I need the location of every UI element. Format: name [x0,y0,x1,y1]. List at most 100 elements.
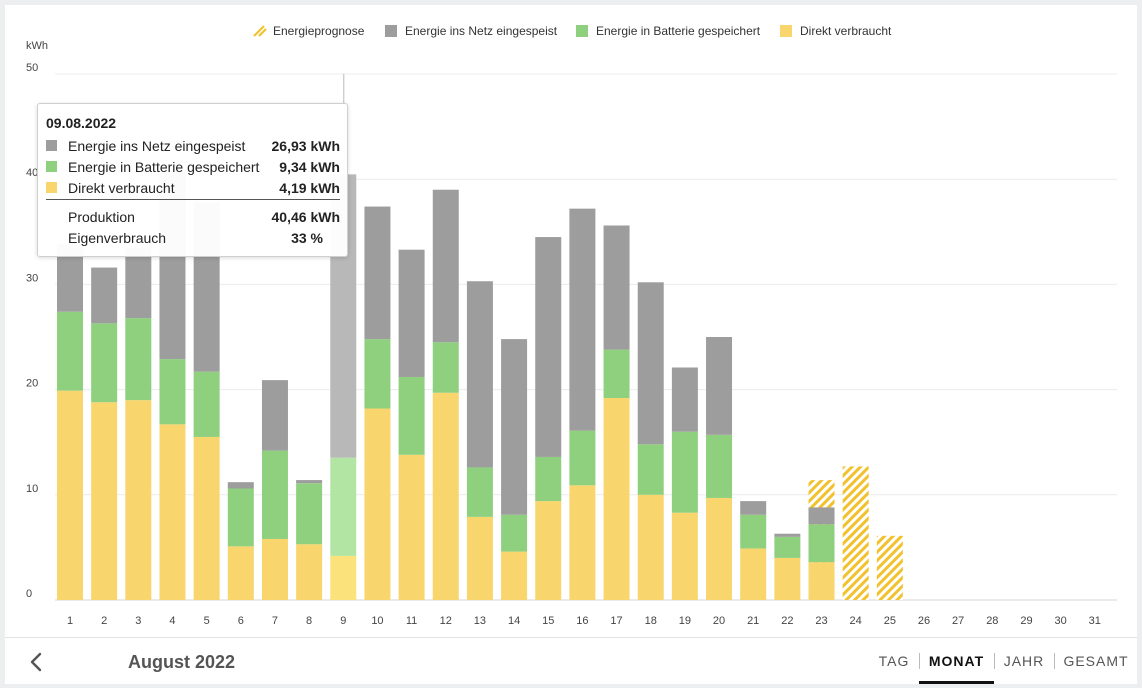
bar-segment [808,524,835,563]
legend-label: Energieprognose [273,24,365,38]
x-tick-label: 12 [440,615,452,627]
x-tick-label: 19 [679,615,691,627]
bar-segment [740,501,767,515]
energy-bar-chart: Energieprognose Energie ins Netz eingespe… [26,24,1117,627]
tab-divider [994,653,995,669]
x-tick-label: 1 [67,615,73,627]
bar-segment [603,398,630,600]
bar-segment [227,546,254,600]
bar-segment [603,349,630,399]
legend-swatch-hatched [258,28,267,37]
bar-segment [774,533,801,537]
tab-monat[interactable]: MONAT [919,638,994,684]
bar-segment [740,548,767,600]
x-tick-label: 25 [884,615,896,627]
bar-segment [740,514,767,549]
period-footer: August 2022 TAG MONAT JAHR GESAMT [5,637,1137,684]
x-tick-label: 10 [371,615,383,627]
tab-gesamt[interactable]: GESAMT [1063,653,1129,669]
bar-segment [466,281,493,468]
tab-jahr[interactable]: JAHR [1003,653,1045,669]
bar-segment [603,225,630,350]
bar-segment [535,501,562,600]
legend-label: Direkt verbraucht [800,24,892,38]
tooltip-summary-value: 33 % [291,230,323,246]
bar-segment [535,456,562,502]
x-tick-label: 21 [747,615,759,627]
tooltip-summary-label: Produktion [68,209,135,225]
x-tick-label: 20 [713,615,725,627]
bar-segment [125,318,152,401]
x-tick-label: 23 [815,615,827,627]
bar-segment [432,392,459,600]
bar-segment [808,507,835,525]
tooltip-summary-label: Eigenverbrauch [68,230,167,246]
x-tick-label: 13 [474,615,486,627]
x-tick-label: 4 [169,615,175,627]
x-tick-label: 9 [340,615,346,627]
x-tick-label: 26 [918,615,930,627]
x-tick-label: 5 [204,615,210,627]
bar-segment [569,485,596,600]
bar-segment [261,538,288,600]
bar-segment [706,434,733,498]
x-tick-label: 31 [1089,615,1101,627]
bar-segment [432,189,459,343]
bar-segment [227,488,254,547]
bar-segment [535,237,562,457]
tooltip-value: 9,34 kWh [279,159,340,175]
x-tick-label: 14 [508,615,520,627]
period-title: August 2022 [128,652,236,672]
tooltip-row-production: Produktion 40,46 kWh [46,209,340,227]
x-tick-label: 30 [1055,615,1067,627]
bar-segment [398,454,425,600]
x-tick-label: 15 [542,615,554,627]
x-tick-label: 22 [781,615,793,627]
bar-segment [671,431,698,513]
tooltip-row-direct: Direkt verbraucht 4,19 kWh [46,180,340,198]
tooltip-swatch-grid [46,140,57,151]
tab-tag[interactable]: TAG [878,653,910,669]
bar-segment [125,247,152,319]
tooltip-summary-value: 40,46 kWh [271,209,340,225]
legend-label: Energie ins Netz eingespeist [405,24,558,38]
x-tick-label: 11 [406,615,417,627]
tooltip-row-battery: Energie in Batterie gespeichert 9,34 kWh [46,159,340,177]
bar-segment [364,339,391,409]
bar-segment [466,467,493,517]
bar-segment [637,494,664,600]
forecast-bar [876,535,903,600]
bar-segment [330,555,357,600]
bar-segment [637,282,664,445]
bar-segment [227,482,254,489]
x-tick-label: 27 [952,615,964,627]
tooltip-swatch-battery [46,161,57,172]
x-tick-label: 6 [238,615,244,627]
bar-segment [774,536,801,558]
bar-segment [159,359,186,425]
x-tick-label: 16 [576,615,588,627]
bar-segment [637,444,664,495]
bar-segment [159,424,186,600]
bar-segment [57,311,83,391]
y-tick-label: 20 [26,378,38,390]
tooltip-value: 4,19 kWh [279,180,340,196]
bar-segment [330,457,357,556]
bar-segment [501,339,528,515]
y-axis-unit: kWh [26,40,48,52]
bar-segment [466,516,493,600]
bar-segment [91,402,118,600]
bar-segment [364,408,391,600]
bar-segment [706,337,733,435]
legend-swatch-hatched [253,25,265,37]
bar-segment [671,512,698,600]
chevron-left-icon[interactable] [25,650,49,674]
bar-segment [296,544,323,600]
bar-segment [706,497,733,600]
bar-tooltip: 09.08.2022 Energie ins Netz eingespeist … [37,103,348,257]
x-tick-label: 17 [610,615,622,627]
tooltip-swatch-direct [46,182,57,193]
bar-segment [808,562,835,600]
legend-swatch [385,25,397,37]
x-tick-label: 18 [645,615,657,627]
